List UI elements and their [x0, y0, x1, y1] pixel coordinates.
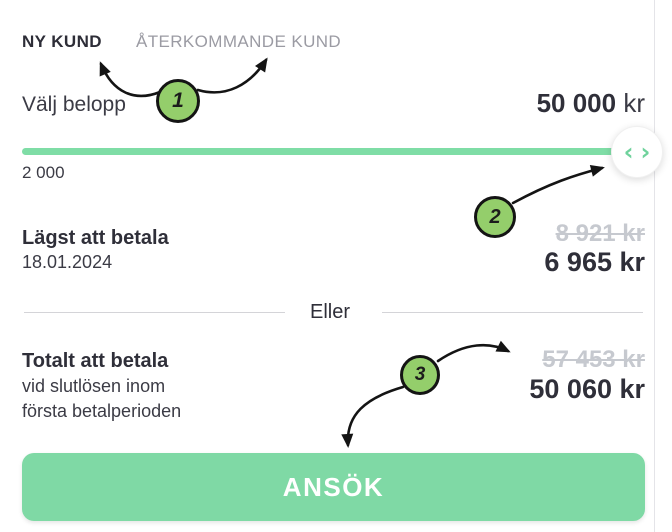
lowest-payment-original-price: 8 921 kr: [555, 220, 645, 247]
divider-line-right: [382, 312, 643, 313]
amount-number: 50 000: [536, 88, 617, 118]
slider-min-value: 2 000: [22, 163, 65, 182]
lowest-payment-discounted-price: 6 965 kr: [544, 247, 645, 277]
amount-unit: kr: [623, 88, 645, 118]
annotation-badge-3: 3: [400, 355, 440, 395]
lowest-payment-date: 18.01.2024: [22, 252, 113, 272]
lowest-payment-title: Lägst att betala: [22, 227, 169, 249]
annotation-arrow-1-right: [196, 57, 268, 94]
total-payment-discounted-price: 50 060 kr: [529, 374, 645, 404]
annotation-arrow-1-left: [99, 61, 162, 98]
amount-label: Välj belopp: [22, 93, 126, 116]
divider-line-left: [24, 312, 285, 313]
tab-returning-customer[interactable]: ÅTERKOMMANDE KUND: [135, 32, 342, 51]
total-payment-original-price: 57 453 kr: [542, 346, 645, 373]
customer-type-tabs: NY KUND ÅTERKOMMANDE KUND: [22, 32, 341, 52]
annotation-arrow-2: [511, 164, 605, 205]
slider-increase-icon[interactable]: ›: [640, 138, 651, 166]
total-payment-subtitle-1: vid slutlösen inom: [22, 376, 166, 396]
annotation-arrow-3-down: [341, 385, 405, 448]
tab-new-customer[interactable]: NY KUND: [22, 32, 102, 51]
amount-slider-track[interactable]: [22, 148, 645, 155]
annotation-badge-1: 1: [156, 79, 200, 123]
amount-value: 50 000 kr: [537, 88, 645, 119]
amount-slider-handle[interactable]: ‹ ›: [611, 126, 663, 178]
annotation-badge-2: 2: [474, 196, 516, 238]
divider-label: Eller: [310, 301, 351, 323]
total-payment-subtitle-2: första betalperioden: [22, 401, 182, 421]
total-payment-title: Totalt att betala: [22, 350, 169, 372]
apply-button[interactable]: ANSÖK: [22, 453, 645, 521]
card-right-border: [654, 0, 655, 532]
slider-decrease-icon[interactable]: ‹: [623, 138, 634, 166]
annotation-arrow-3-right: [436, 340, 511, 363]
